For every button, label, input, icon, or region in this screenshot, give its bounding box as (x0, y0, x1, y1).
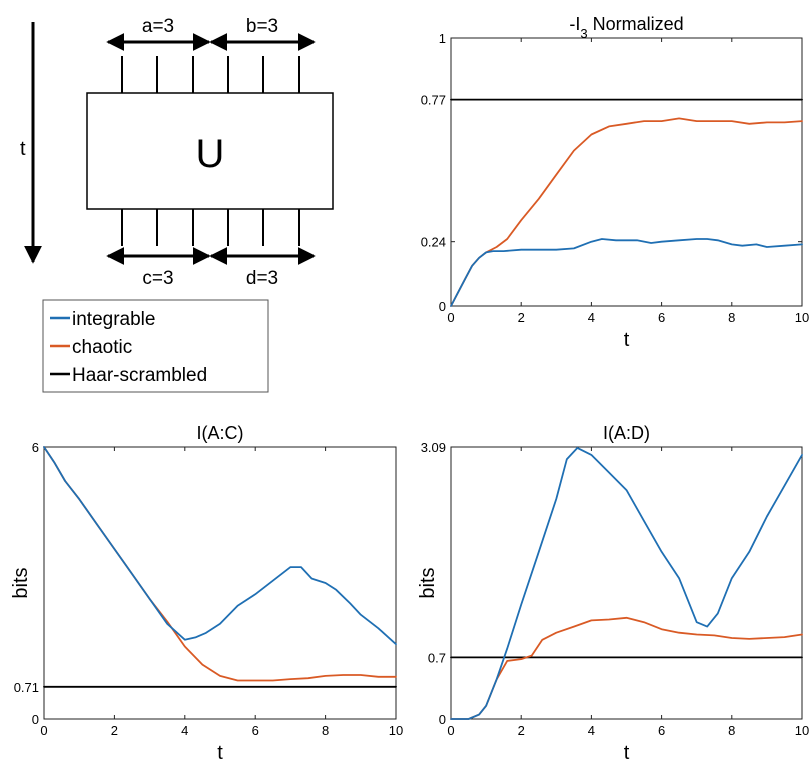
y-tick-label: 0 (439, 712, 446, 727)
legend-label-integrable: integrable (72, 309, 155, 330)
x-tick-label: 8 (322, 723, 329, 738)
x-tick-label: 4 (588, 310, 595, 325)
plot-frame-ad (450, 446, 803, 720)
x-tick-label: 6 (252, 723, 259, 738)
chart-title: I(A:D) (603, 423, 650, 443)
d-label: d=3 (246, 268, 278, 289)
c-label: c=3 (142, 268, 173, 289)
x-tick-label: 2 (518, 723, 525, 738)
y-tick-label: 6 (32, 440, 39, 455)
unitary-label: U (196, 132, 225, 176)
y-tick-label: 0.7 (428, 650, 446, 665)
x-axis-label: t (624, 742, 630, 764)
series-line-integrable (450, 446, 803, 720)
x-tick-label: 10 (795, 310, 809, 325)
x-axis-label: t (217, 742, 223, 764)
x-tick-label: 8 (728, 310, 735, 325)
x-tick-label: 6 (658, 723, 665, 738)
unitary-box (86, 92, 334, 210)
time-arrow-label: t (20, 138, 26, 160)
y-axis-label: bits (417, 567, 439, 598)
x-tick-label: 6 (658, 310, 665, 325)
y-tick-label: 1 (439, 31, 446, 46)
y-tick-label: 0 (32, 712, 39, 727)
x-axis-label: t (624, 329, 630, 351)
x-tick-label: 10 (795, 723, 809, 738)
y-tick-label: 0 (439, 299, 446, 314)
chart-title-main: I(A:D) (603, 423, 650, 443)
chart-title-main: I(A:C) (197, 423, 244, 443)
x-tick-label: 2 (111, 723, 118, 738)
x-tick-label: 4 (181, 723, 188, 738)
y-tick-label: 0.24 (421, 235, 446, 250)
x-tick-label: 2 (518, 310, 525, 325)
x-tick-label: 4 (588, 723, 595, 738)
x-tick-label: 10 (389, 723, 403, 738)
series-line-integrable (43, 446, 397, 646)
legend-label-chaotic: chaotic (72, 337, 132, 358)
y-tick-label: 0.71 (14, 680, 39, 695)
chart-tripartite-info: 0 2 4 6 8 10 0 0.24 0.77 1 -I3 Normalized t (421, 14, 810, 351)
x-tick-label: 0 (447, 723, 454, 738)
circuit-diagram: t U a=3 b=3 c=3 d=3 (20, 16, 334, 289)
y-tick-label: 0.77 (421, 93, 446, 108)
chart-title-rest: Normalized (588, 14, 684, 34)
b-label: b=3 (246, 16, 278, 37)
chart-title: I(A:C) (197, 423, 244, 443)
chart-title: -I3 Normalized (569, 14, 683, 41)
legend-label-haar: Haar-scrambled (72, 365, 207, 386)
legend-box (42, 299, 269, 393)
y-tick-label: 3.09 (421, 440, 446, 455)
chart-title-main: -I (569, 14, 580, 34)
x-tick-label: 8 (728, 723, 735, 738)
x-tick-label: 0 (447, 310, 454, 325)
x-tick-label: 0 (40, 723, 47, 738)
series-line-integrable (450, 238, 803, 307)
plot-frame-ac (43, 446, 397, 720)
y-axis-label: bits (10, 567, 32, 598)
legend: integrable chaotic Haar-scrambled (42, 299, 269, 393)
chart-mutual-info-ac: 0 2 4 6 8 10 0 0.71 6 I(A:C) t bits (10, 423, 403, 764)
chart-title-subscript: 3 (580, 26, 587, 41)
a-label: a=3 (142, 16, 174, 37)
plot-frame-tripartite (450, 37, 803, 307)
chart-mutual-info-ad: 0 2 4 6 8 10 0 0.7 3.09 I(A:D) t bits (417, 423, 809, 764)
